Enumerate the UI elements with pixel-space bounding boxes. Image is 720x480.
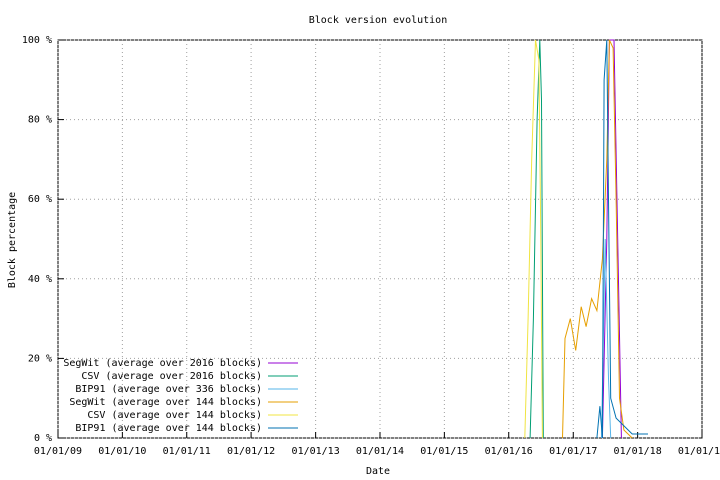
legend-label: BIP91 (average over 336 blocks): [75, 384, 262, 395]
legend-label: CSV (average over 144 blocks): [87, 410, 262, 421]
y-tick-label: 0 %: [34, 433, 52, 444]
legend-label: SegWit (average over 2016 blocks): [63, 358, 262, 369]
series-line: [529, 39, 544, 439]
legend-label: BIP91 (average over 144 blocks): [75, 423, 262, 434]
x-tick-label: 01/01/15: [420, 446, 468, 457]
x-tick-label: 01/01/14: [356, 446, 404, 457]
x-tick-label: 01/01/16: [485, 446, 533, 457]
x-tick-label: 01/01/12: [227, 446, 275, 457]
legend-label: SegWit (average over 144 blocks): [69, 397, 262, 408]
series-line: [524, 39, 543, 439]
x-axis-label: Date: [366, 466, 390, 477]
x-tick-label: 01/01/11: [163, 446, 211, 457]
x-tick-label: 01/01/09: [34, 446, 82, 457]
x-tick-label: 01/01/17: [549, 446, 597, 457]
x-tick-label: 01/01/19: [678, 446, 720, 457]
x-tick-label: 01/01/10: [98, 446, 146, 457]
y-tick-label: 40 %: [28, 274, 52, 285]
chart-title: Block version evolution: [309, 15, 447, 26]
y-axis-label: Block percentage: [7, 192, 18, 288]
series-line: [596, 39, 648, 439]
legend-label: CSV (average over 2016 blocks): [81, 371, 262, 382]
x-tick-label: 01/01/18: [614, 446, 662, 457]
y-tick-label: 100 %: [22, 35, 52, 46]
y-tick-label: 20 %: [28, 353, 52, 364]
x-tick-label: 01/01/13: [292, 446, 340, 457]
y-tick-label: 80 %: [28, 115, 52, 126]
series-line: [562, 39, 633, 439]
y-tick-label: 60 %: [28, 194, 52, 205]
